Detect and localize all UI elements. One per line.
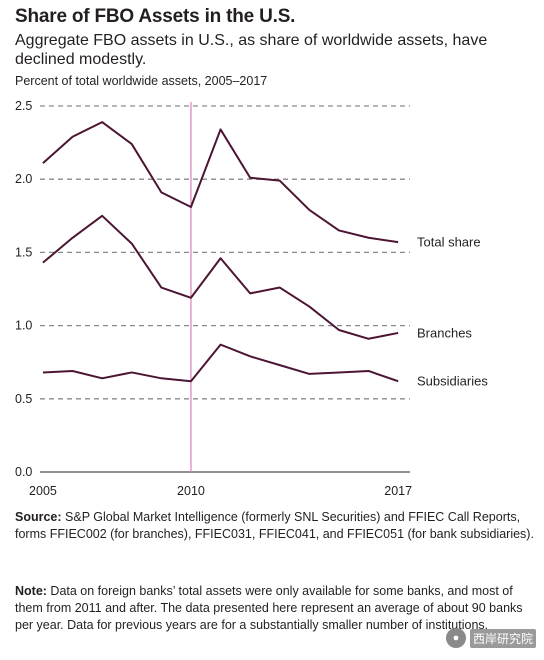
x-axis-ticks: 2005 2010 2017: [29, 484, 412, 498]
y-axis-unit-label: Percent of total worldwide assets, 2005–…: [15, 74, 268, 88]
source-label: Source:: [15, 510, 62, 524]
y-tick-label: 1.0: [15, 319, 32, 333]
watermark: ● 西岸研究院: [445, 628, 536, 648]
x-tick-label: 2005: [29, 484, 57, 498]
source-note: Source: S&P Global Market Intelligence (…: [15, 509, 535, 543]
x-tick-label: 2017: [384, 484, 412, 498]
watermark-text: 西岸研究院: [469, 628, 536, 648]
series-line: [42, 343, 399, 383]
series-line: [42, 121, 399, 244]
series-label: Branches: [417, 325, 472, 340]
series-label: Subsidiaries: [417, 374, 488, 389]
footnote: Note: Data on foreign banks’ total asset…: [15, 583, 535, 634]
y-tick-label: 0.5: [15, 392, 32, 406]
chart-title: Share of FBO Assets in the U.S.: [15, 6, 296, 27]
note-label: Note:: [15, 584, 47, 598]
y-tick-label: 0.0: [15, 465, 32, 479]
series-label: Total share: [417, 235, 481, 250]
y-tick-label: 1.5: [15, 245, 32, 259]
series-lines: [42, 121, 399, 383]
note-text: Data on foreign banks’ total assets were…: [15, 584, 523, 632]
source-text: S&P Global Market Intelligence (formerly…: [15, 510, 534, 541]
series-line: [42, 214, 399, 340]
line-chart: 0.0 0.5 1.0 1.5 2.0 2.5 2005 2010 2017 Total sh…: [15, 99, 488, 498]
x-tick-label: 2010: [177, 484, 205, 498]
wechat-icon: ●: [445, 628, 466, 648]
gridlines: [40, 105, 410, 473]
y-tick-label: 2.5: [15, 99, 32, 113]
y-axis-ticks: 0.0 0.5 1.0 1.5 2.0 2.5: [15, 99, 32, 479]
chart-subtitle: Aggregate FBO assets in U.S., as share o…: [15, 32, 488, 68]
y-tick-label: 2.0: [15, 172, 32, 186]
series-labels: Total share Branches Subsidiaries: [417, 235, 488, 389]
